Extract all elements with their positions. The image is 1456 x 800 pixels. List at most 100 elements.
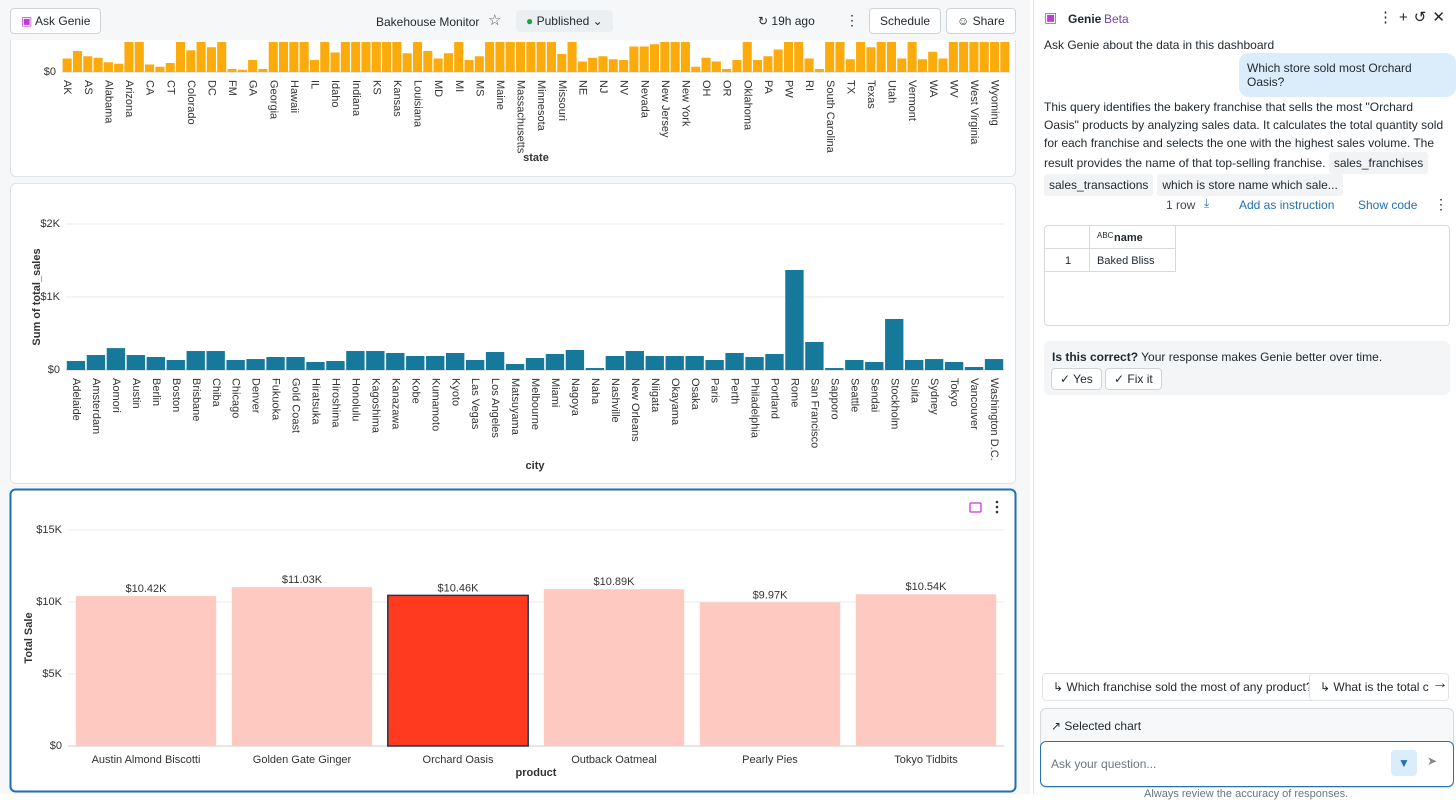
bar bbox=[645, 355, 664, 370]
feedback-question: Is this correct? bbox=[1052, 350, 1139, 364]
bar bbox=[598, 56, 608, 72]
x-tick-label: MS bbox=[473, 80, 485, 97]
bar bbox=[75, 595, 217, 746]
share-button[interactable]: ☺ Share bbox=[946, 8, 1016, 34]
yes-button[interactable]: ✓ Yes bbox=[1051, 368, 1102, 390]
user-message: Which store sold most Orchard Oasis? bbox=[1239, 53, 1456, 97]
fix-button[interactable]: ✓ Fix it bbox=[1105, 368, 1162, 390]
x-tick-label: CT bbox=[164, 80, 176, 95]
y-tick-label: $0 bbox=[48, 364, 60, 376]
bar bbox=[266, 357, 285, 370]
bar bbox=[732, 60, 742, 72]
send[interactable]: ➤ bbox=[1427, 754, 1438, 768]
label: 19h ago bbox=[771, 14, 815, 28]
bar bbox=[938, 58, 948, 72]
add-instruction[interactable]: Add as instruction bbox=[1239, 198, 1335, 212]
bar bbox=[226, 359, 245, 370]
bar bbox=[146, 357, 165, 370]
bar bbox=[649, 44, 660, 72]
genie-icon[interactable] bbox=[969, 502, 982, 513]
bar bbox=[969, 42, 979, 72]
y-tick-label: $5K bbox=[42, 668, 62, 680]
bar bbox=[206, 351, 225, 370]
bar bbox=[474, 56, 484, 72]
bar bbox=[83, 56, 93, 72]
bar bbox=[979, 42, 989, 72]
card-menu[interactable] bbox=[995, 500, 999, 514]
star[interactable]: ☆ bbox=[488, 12, 502, 29]
x-tick-label: Nagoya bbox=[569, 378, 581, 417]
x-tick-label: Washington D.C. bbox=[988, 378, 1000, 461]
panel-actions[interactable]: ⋮+↺✕ bbox=[1378, 9, 1451, 26]
bar bbox=[346, 351, 365, 370]
chip[interactable]: which is store name which sale... bbox=[1157, 174, 1343, 196]
x-tick-label: Utah bbox=[886, 80, 898, 103]
column-header: name bbox=[1114, 232, 1143, 244]
bar bbox=[62, 58, 72, 72]
x-tick-label: Miami bbox=[549, 378, 561, 407]
bar bbox=[691, 66, 701, 72]
bar bbox=[711, 61, 721, 72]
bar bbox=[577, 61, 587, 72]
bar bbox=[990, 42, 1000, 72]
bar bbox=[66, 361, 86, 370]
x-tick-label: Paris bbox=[709, 378, 721, 404]
bar bbox=[805, 341, 824, 370]
show-code[interactable]: Show code bbox=[1358, 198, 1418, 212]
bar bbox=[268, 42, 278, 72]
x-tick-label: Minnesota bbox=[535, 80, 547, 132]
x-tick-label: New Jersey bbox=[659, 80, 671, 138]
chip[interactable]: sales_transactions bbox=[1044, 174, 1154, 196]
chip[interactable]: sales_franchises bbox=[1328, 152, 1429, 174]
x-tick-label: Hawaii bbox=[288, 80, 300, 113]
x-tick-label: WV bbox=[947, 80, 959, 98]
more[interactable]: ⋮ bbox=[1434, 196, 1448, 212]
input[interactable]: Ask your question... ▼ ➤ bbox=[1040, 741, 1454, 787]
label: Published bbox=[536, 14, 590, 28]
dashboard-title: Bakehouse Monitor bbox=[376, 15, 480, 29]
refresh[interactable]: ↻ 19h ago bbox=[758, 14, 815, 28]
bar bbox=[763, 56, 773, 72]
row-count: 1 row bbox=[1166, 198, 1196, 212]
bar bbox=[835, 42, 845, 72]
x-tick-label: Niigata bbox=[649, 378, 661, 413]
download[interactable]: ⤓ bbox=[1204, 196, 1210, 210]
bar bbox=[825, 42, 835, 72]
y-tick-label: $0 bbox=[50, 740, 62, 752]
ask-genie-button[interactable]: ▣ Ask Genie bbox=[10, 8, 102, 34]
composer: ↗ Selected chart Ask your question... ▼ … bbox=[1040, 708, 1454, 788]
x-tick-label: Osaka bbox=[689, 378, 701, 411]
bar bbox=[924, 359, 944, 370]
x-tick-label: OH bbox=[700, 80, 712, 97]
x-tick-label: Missouri bbox=[556, 80, 568, 121]
label: Fix it bbox=[1127, 372, 1153, 386]
suggestion[interactable]: ↳ What is the total c bbox=[1309, 673, 1449, 701]
bar bbox=[773, 49, 783, 72]
bar bbox=[186, 50, 196, 72]
label: Ask Genie bbox=[35, 14, 91, 28]
x-tick-label: South Carolina bbox=[824, 80, 836, 154]
y-tick-label: $10K bbox=[36, 596, 62, 608]
result-table: ABC name 1 Baked Bliss bbox=[1044, 225, 1450, 326]
bar bbox=[608, 59, 618, 72]
x-tick-label: Oklahoma bbox=[741, 80, 753, 131]
bar bbox=[944, 361, 964, 370]
x-tick-label: Boston bbox=[170, 378, 182, 412]
bar bbox=[629, 46, 639, 72]
y-tick-label: $2K bbox=[40, 218, 60, 230]
bar bbox=[804, 58, 814, 72]
menu[interactable]: ⋮ bbox=[845, 12, 859, 28]
suggestion[interactable]: ↳ Which franchise sold the most of any p… bbox=[1042, 673, 1324, 701]
scroll-right[interactable]: → bbox=[1432, 675, 1448, 692]
bar bbox=[406, 355, 425, 370]
bar bbox=[206, 47, 216, 72]
value-label: $9.97K bbox=[753, 589, 789, 601]
filter[interactable]: ▼ bbox=[1391, 750, 1417, 776]
status-badge[interactable]: ● Published ⌄ bbox=[516, 10, 613, 32]
bar bbox=[248, 60, 258, 72]
schedule-button[interactable]: Schedule bbox=[869, 8, 942, 34]
x-tick-label: PW bbox=[783, 80, 795, 98]
x-tick-label: CA bbox=[144, 80, 156, 96]
bar bbox=[387, 594, 529, 747]
x-tick-label: Rome bbox=[789, 378, 801, 407]
